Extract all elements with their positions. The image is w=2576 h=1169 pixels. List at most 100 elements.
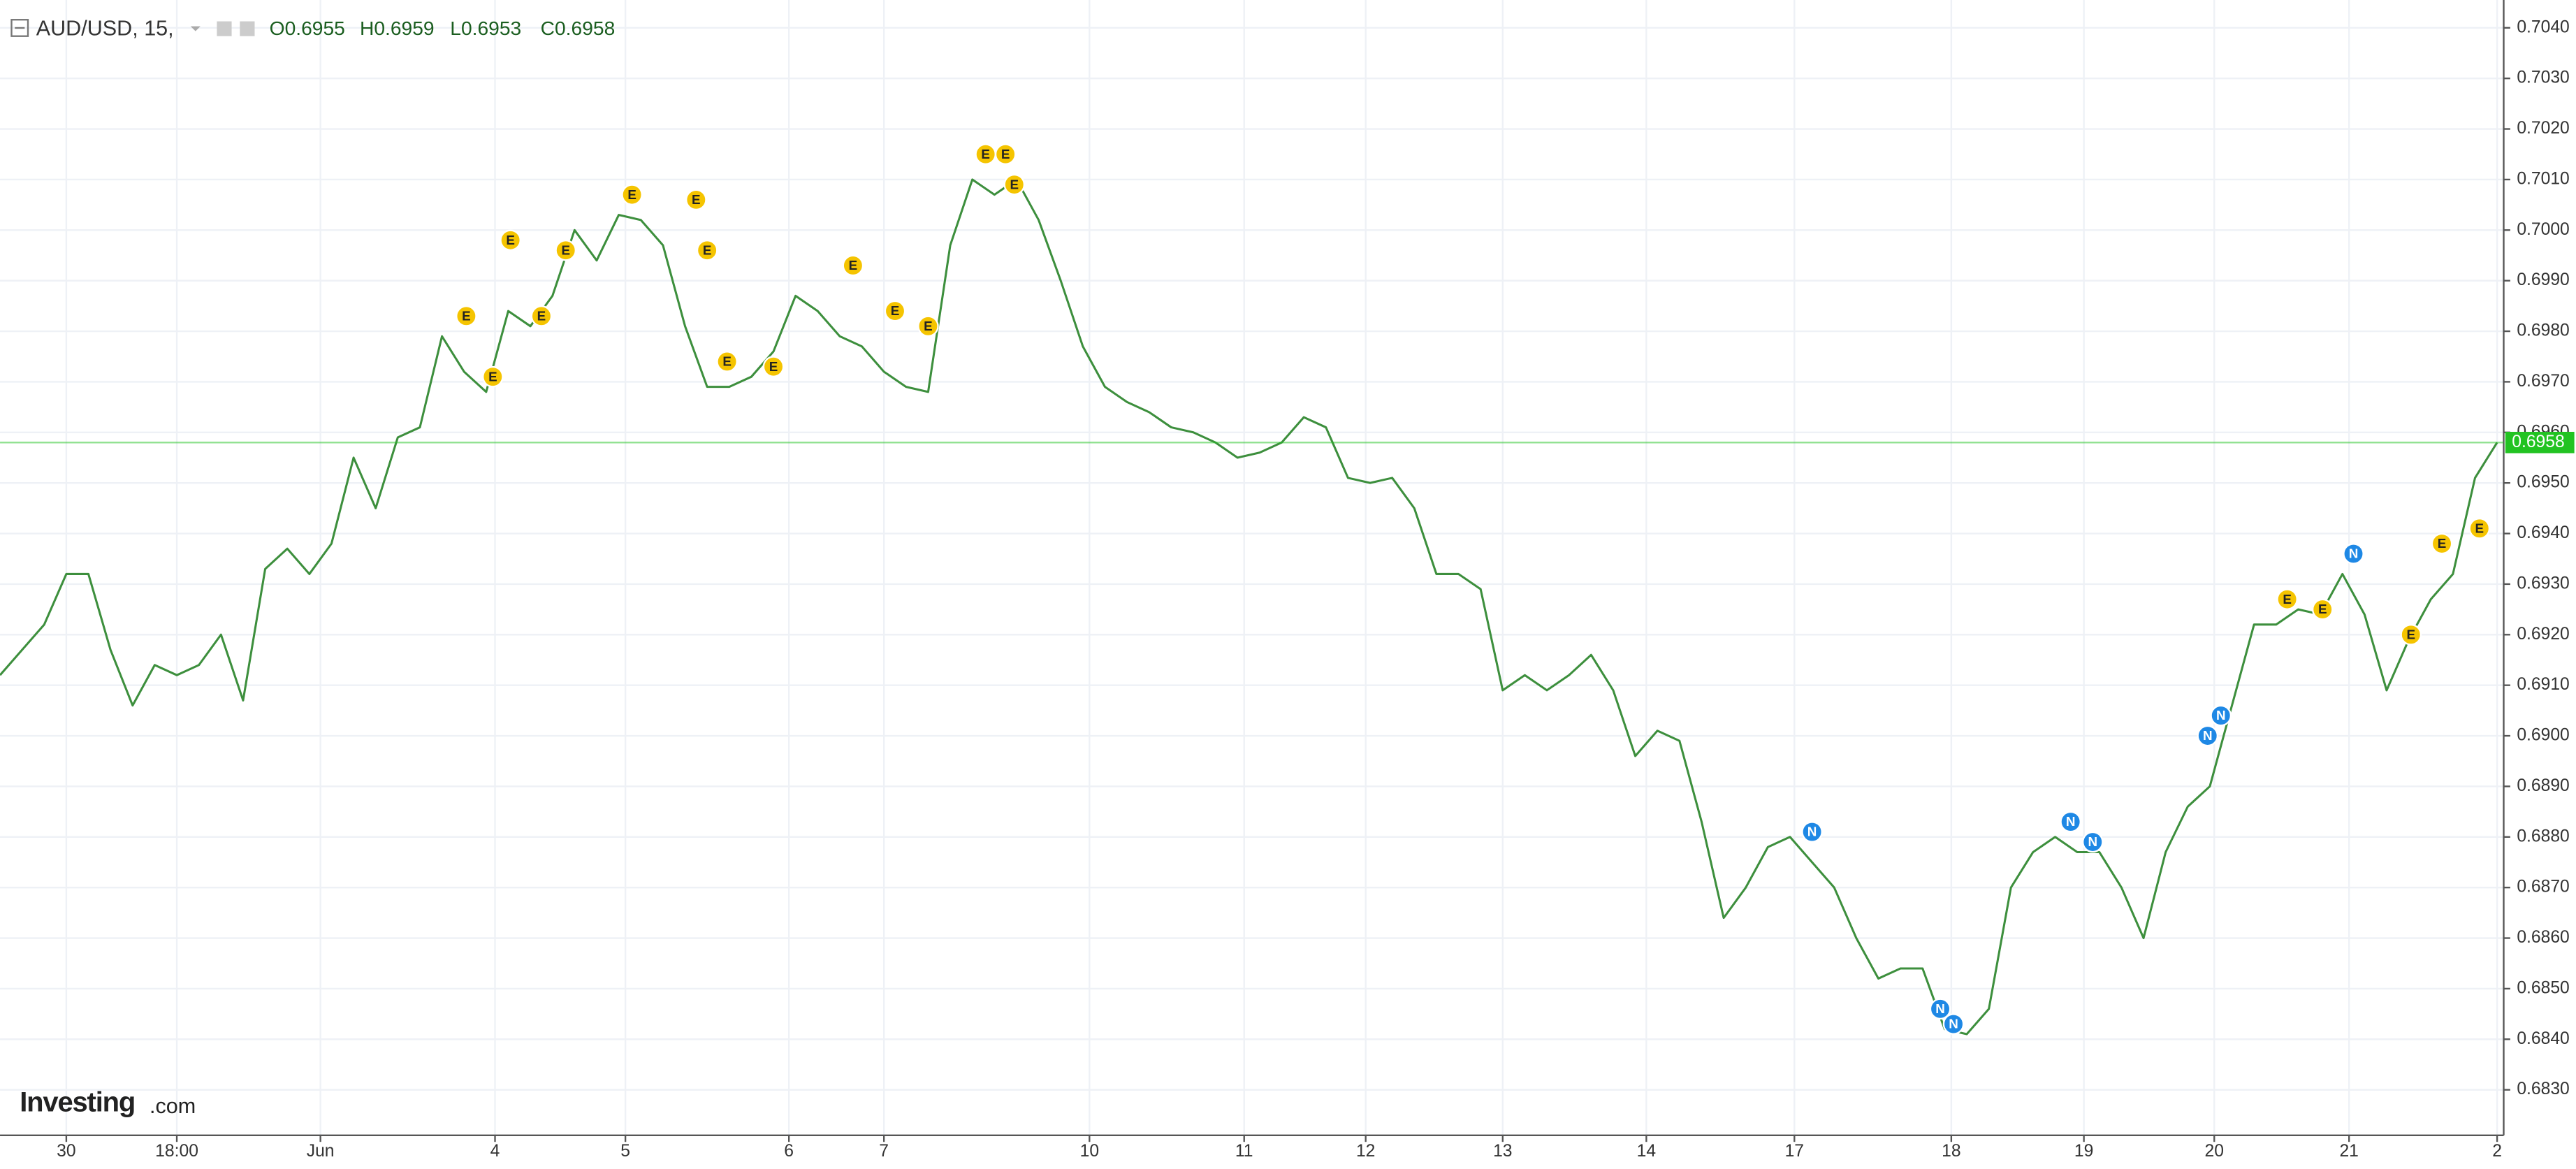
event-marker bbox=[696, 239, 718, 261]
ohlc-open: O0.6955 bbox=[270, 17, 345, 39]
settings-icon[interactable] bbox=[240, 21, 255, 36]
y-tick-label: 0.7030 bbox=[2517, 68, 2569, 87]
event-label: E bbox=[849, 258, 858, 273]
event-marker bbox=[685, 189, 707, 211]
y-tick-label: 0.6850 bbox=[2517, 978, 2569, 997]
x-tick-label: 13 bbox=[1493, 1142, 1512, 1161]
settings-icon[interactable] bbox=[217, 21, 232, 36]
event-label: N bbox=[2066, 814, 2076, 829]
dropdown[interactable] bbox=[190, 26, 201, 31]
event-marker bbox=[456, 305, 477, 327]
brand: Investing bbox=[20, 1087, 135, 1118]
event-marker bbox=[762, 356, 785, 377]
y-tick-label: 0.6870 bbox=[2517, 878, 2569, 896]
event-label: E bbox=[1010, 177, 1019, 191]
y-tick-label: 0.6890 bbox=[2517, 776, 2569, 795]
event-marker bbox=[2082, 831, 2104, 853]
ohlc-high: H0.6959 bbox=[360, 17, 435, 39]
event-label: E bbox=[506, 233, 515, 247]
x-tick-label: 12 bbox=[1356, 1142, 1375, 1161]
event-label: E bbox=[2318, 602, 2327, 616]
event-marker bbox=[994, 143, 1017, 166]
event-label: E bbox=[537, 308, 546, 323]
y-tick-label: 0.6880 bbox=[2517, 827, 2569, 845]
y-tick-label: 0.7000 bbox=[2517, 220, 2569, 239]
event-marker bbox=[1801, 821, 1823, 843]
event-marker bbox=[1942, 1013, 1965, 1035]
event-marker bbox=[884, 300, 906, 322]
x-tick-label: 19 bbox=[2074, 1142, 2093, 1161]
event-label: E bbox=[769, 359, 778, 374]
y-tick-label: 0.6980 bbox=[2517, 321, 2569, 340]
x-tick-label: 18 bbox=[1942, 1142, 1960, 1161]
event-label: E bbox=[924, 319, 933, 333]
y-tick-label: 0.6990 bbox=[2517, 270, 2569, 289]
y-tick-label: 0.6970 bbox=[2517, 372, 2569, 391]
event-label: E bbox=[2438, 536, 2447, 551]
event-marker bbox=[2276, 588, 2298, 610]
event-marker bbox=[621, 184, 643, 205]
event-label: N bbox=[1807, 825, 1817, 839]
ohlc-close: C0.6958 bbox=[541, 17, 616, 39]
event-label: E bbox=[2406, 627, 2415, 641]
x-tick-label: 2 bbox=[2492, 1142, 2502, 1161]
event-label: E bbox=[891, 303, 900, 318]
grid bbox=[0, 0, 2504, 1135]
event-label: N bbox=[1949, 1017, 1958, 1031]
y-tick-label: 0.7020 bbox=[2517, 119, 2569, 138]
collapse-button[interactable] bbox=[10, 19, 29, 37]
y-tick-label: 0.6900 bbox=[2517, 726, 2569, 745]
x-tick-label: 5 bbox=[620, 1142, 630, 1161]
y-tick-label: 0.7040 bbox=[2517, 17, 2569, 36]
y-tick-label: 0.6860 bbox=[2517, 928, 2569, 947]
event-marker bbox=[555, 239, 577, 261]
y-tick-label: 0.6920 bbox=[2517, 625, 2569, 644]
x-tick-label: 10 bbox=[1080, 1142, 1099, 1161]
y-tick-label: 0.6930 bbox=[2517, 574, 2569, 593]
event-marker bbox=[2197, 725, 2219, 747]
event-label: N bbox=[2349, 546, 2359, 561]
event-marker bbox=[2060, 811, 2081, 833]
event-marker bbox=[1003, 173, 1026, 196]
event-label: E bbox=[1001, 147, 1010, 161]
x-tick-label: 11 bbox=[1235, 1142, 1253, 1161]
y-tick-label: 0.6940 bbox=[2517, 523, 2569, 542]
event-label: E bbox=[722, 354, 732, 369]
x-tick-label: 30 bbox=[57, 1142, 75, 1161]
event-label: E bbox=[561, 242, 570, 257]
event-label: E bbox=[981, 147, 990, 161]
event-marker bbox=[2431, 532, 2453, 555]
last-price-box bbox=[2505, 431, 2575, 453]
event-marker bbox=[2400, 624, 2422, 646]
y-tick-label: 0.6950 bbox=[2517, 473, 2569, 492]
x-tick-label: 18:00 bbox=[155, 1142, 198, 1161]
x-tick-label: 4 bbox=[490, 1142, 500, 1161]
event-label: E bbox=[627, 187, 636, 202]
event-label: E bbox=[2475, 521, 2484, 535]
event-marker bbox=[2468, 518, 2491, 539]
event-marker bbox=[1929, 998, 1951, 1020]
brand-suffix: .com bbox=[150, 1094, 196, 1118]
x-tick-label: 6 bbox=[784, 1142, 794, 1161]
event-marker bbox=[842, 254, 864, 277]
ohlc-low: L0.6953 bbox=[450, 17, 521, 39]
event-marker bbox=[2210, 704, 2232, 727]
x-tick-label: Jun bbox=[307, 1142, 335, 1161]
event-marker bbox=[2311, 598, 2334, 620]
event-marker bbox=[716, 351, 738, 372]
x-tick-label: 7 bbox=[879, 1142, 889, 1161]
event-marker bbox=[500, 229, 521, 252]
symbol: AUD/USD, 15, bbox=[36, 16, 174, 40]
event-label: E bbox=[692, 192, 701, 207]
event-marker bbox=[530, 305, 553, 327]
x-tick-label: 21 bbox=[2339, 1142, 2358, 1161]
last-price-label: 0.6958 bbox=[2512, 433, 2564, 451]
event-marker bbox=[917, 315, 939, 337]
x-tick-label: 14 bbox=[1637, 1142, 1656, 1161]
event-label: E bbox=[703, 242, 712, 257]
event-label: E bbox=[488, 369, 497, 384]
price-line bbox=[0, 178, 2498, 1036]
event-label: N bbox=[2088, 834, 2098, 849]
